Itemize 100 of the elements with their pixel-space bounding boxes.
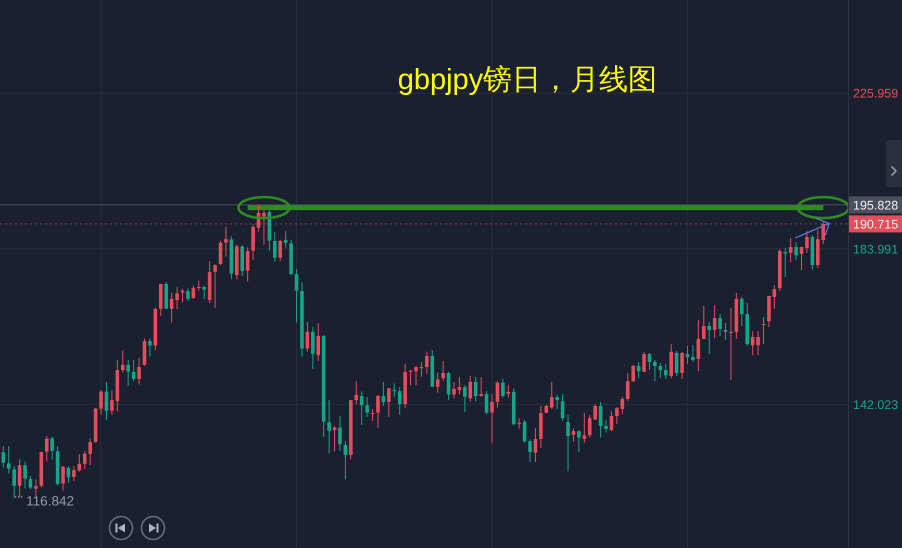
candlestick [501,378,505,398]
candlestick [34,478,38,497]
candlestick [148,338,152,358]
candlestick [593,404,597,421]
candlestick [120,350,125,374]
candlestick [344,440,348,480]
candlestick [772,284,776,310]
candlestick [104,381,108,421]
candlestick [137,357,141,385]
candlestick [474,376,478,402]
candlestick [18,458,22,498]
candlestick [674,350,678,376]
candlestick [517,418,521,430]
candlestick [180,288,184,303]
candlestick [382,381,386,406]
annotation: 116.842 [26,493,74,508]
candlestick [202,285,206,300]
candlestick [691,344,695,362]
candlestick [110,390,114,416]
candlestick [441,360,445,382]
candlestick [332,426,336,452]
candlestick [436,372,440,394]
candlestick [327,400,331,454]
candlestick [479,376,483,398]
candlestick [376,394,380,428]
candlestick [788,238,792,263]
candlestick [132,360,136,382]
candlestick [2,446,6,468]
candlestick [6,446,11,474]
y-tick-label: 225.959 [853,86,898,101]
candlestick [783,248,788,278]
candlestick [756,330,760,356]
candlestick [213,264,217,308]
candlestick [294,268,298,324]
candlestick [631,364,635,382]
candlestick [496,380,500,408]
candlestick [712,304,716,339]
candlestick [724,322,728,340]
candlestick [463,384,467,412]
candlestick [572,428,576,442]
candlestick [273,232,277,262]
candlestick [398,386,402,416]
candlestick [88,438,92,466]
candlestick [604,420,608,434]
candlestick [218,240,222,266]
candlestick [82,450,87,470]
candlestick [224,226,228,258]
candlestick [582,412,586,444]
candlestick [750,330,754,356]
candlestick [126,360,130,386]
candlestick [484,390,488,415]
candlestick [186,288,190,302]
candlestick [566,414,570,472]
candlestick [192,284,196,300]
candlestick [99,390,103,416]
candlestick [560,394,564,422]
candlestick [12,466,16,498]
candlestick [44,436,49,462]
candlestick [506,384,510,398]
candlestick [534,428,538,462]
candlestick [170,292,174,324]
candlestick [338,416,342,452]
candlestick [636,361,640,379]
candlestick [528,438,532,462]
candlestick [66,466,70,484]
candlestick [246,246,250,282]
candlestick [707,321,711,355]
candlestick [658,362,662,379]
candlestick [648,352,652,371]
candlestick [577,430,581,452]
candlestick [370,408,374,422]
candlestick [72,466,76,482]
candlestick [354,380,358,405]
candlestick [468,375,472,402]
candlestick [702,305,706,340]
candlestick [306,321,310,352]
candlestick [365,396,369,418]
candlestick [588,414,592,438]
candlestick [278,239,282,262]
candlestick [490,394,494,444]
candlestick [620,396,624,415]
candlestick [664,363,668,380]
candlestick [598,401,602,438]
candlestick [23,461,27,489]
candlestick [762,316,766,345]
candlestick [740,296,744,326]
candlestick [28,476,32,490]
y-tick-label: 183.991 [853,242,898,256]
candlestick [142,338,146,366]
y-tick-label: 142.023 [853,398,898,412]
candlestick [50,436,54,460]
candlestick [626,372,630,402]
ref-line-label: 190.715 [853,217,898,232]
candlestick [78,454,82,472]
candlestick [718,314,722,336]
candlestick [610,410,614,432]
candlestick [686,345,690,364]
candlestick [696,319,700,372]
candlestick [175,286,179,310]
candlestick [821,222,826,244]
